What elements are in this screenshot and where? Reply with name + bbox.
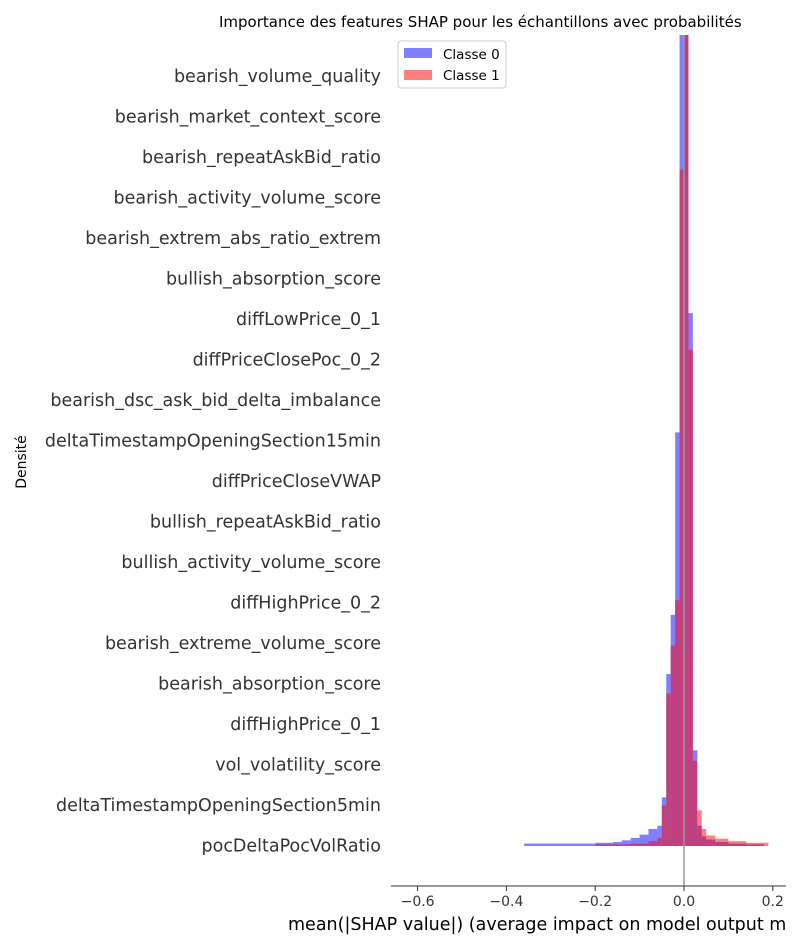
histogram-bar (692, 760, 698, 846)
feature-label: bearish_dsc_ask_bid_delta_imbalance (50, 391, 381, 411)
histogram-bar (688, 349, 693, 846)
histogram-bar (666, 693, 671, 846)
feature-label: bullish_activity_volume_score (121, 553, 381, 573)
histogram-bar (670, 645, 676, 846)
histogram-bar (715, 838, 729, 846)
feature-label: diffHighPrice_0_1 (230, 715, 381, 735)
feature-label: diffHighPrice_0_2 (230, 594, 381, 614)
feature-label: diffPriceCloseVWAP (212, 472, 381, 492)
legend-label-classe-0: Classe 0 (443, 47, 500, 63)
y-axis-title: Densité (14, 435, 30, 489)
feature-label: diffLowPrice_0_1 (236, 310, 381, 330)
feature-label: bearish_absorption_score (158, 675, 381, 695)
feature-label: bearish_market_context_score (115, 108, 381, 128)
x-tick-label: −0.6 (401, 894, 435, 910)
x-tick-label: −0.4 (489, 894, 523, 910)
histogram-bar (630, 843, 649, 846)
histogram-bar (697, 810, 702, 846)
classe-0-histogram (524, 35, 764, 847)
histogram-bar (661, 805, 667, 846)
legend: Classe 0 Classe 1 (397, 40, 507, 89)
x-tick-label: −0.2 (578, 894, 612, 910)
histogram-bar (630, 837, 640, 846)
legend-swatch-classe-0 (404, 48, 432, 58)
histogram-bar (648, 841, 658, 846)
feature-label: vol_volatility_score (215, 756, 381, 776)
legend-swatch-classe-1 (404, 70, 432, 80)
histogram-bar (675, 600, 680, 846)
histogram-bar (684, 35, 689, 846)
histogram-bar (621, 840, 631, 846)
feature-label: bearish_repeatAskBid_ratio (142, 148, 381, 168)
x-axis-title: mean(|SHAP value|) (average impact on mo… (288, 915, 786, 935)
histogram-bar (639, 834, 649, 846)
feature-label-group: bearish_volume_quality bearish_market_con… (45, 67, 381, 857)
x-axis-ticks: −0.6 −0.4 −0.2 0.0 0.2 (401, 886, 784, 910)
feature-label: deltaTimestampOpeningSection15min (45, 432, 381, 452)
feature-label: diffPriceClosePoc_0_2 (193, 351, 381, 371)
histogram-bar (657, 825, 662, 846)
histogram-bar (728, 841, 747, 846)
histogram-bar (701, 828, 707, 846)
feature-label: bullish_absorption_score (166, 270, 381, 290)
histogram-bar (612, 841, 622, 846)
feature-label: bullish_repeatAskBid_ratio (150, 513, 381, 533)
classe-1-histogram (595, 35, 769, 847)
chart-title: Importance des features SHAP pour les éc… (219, 13, 742, 31)
histogram-bar (524, 843, 596, 846)
legend-label-classe-1: Classe 1 (443, 68, 500, 84)
feature-label: bearish_volume_quality (174, 67, 381, 87)
histogram-bar (595, 844, 631, 846)
feature-label: bearish_extreme_volume_score (105, 634, 381, 654)
feature-label: bearish_extrem_abs_ratio_extrem (85, 229, 381, 249)
histogram-bar (648, 828, 658, 846)
histogram-bar (679, 169, 684, 847)
feature-label: deltaTimestampOpeningSection5min (56, 796, 381, 816)
feature-label: pocDeltaPocVolRatio (202, 837, 382, 857)
histogram-bar (657, 837, 662, 846)
feature-label: bearish_activity_volume_score (114, 189, 381, 209)
histogram-bar (706, 835, 716, 846)
x-tick-label: 0.2 (762, 894, 784, 910)
x-tick-label: 0.0 (673, 894, 695, 910)
histogram-bar (746, 842, 769, 846)
